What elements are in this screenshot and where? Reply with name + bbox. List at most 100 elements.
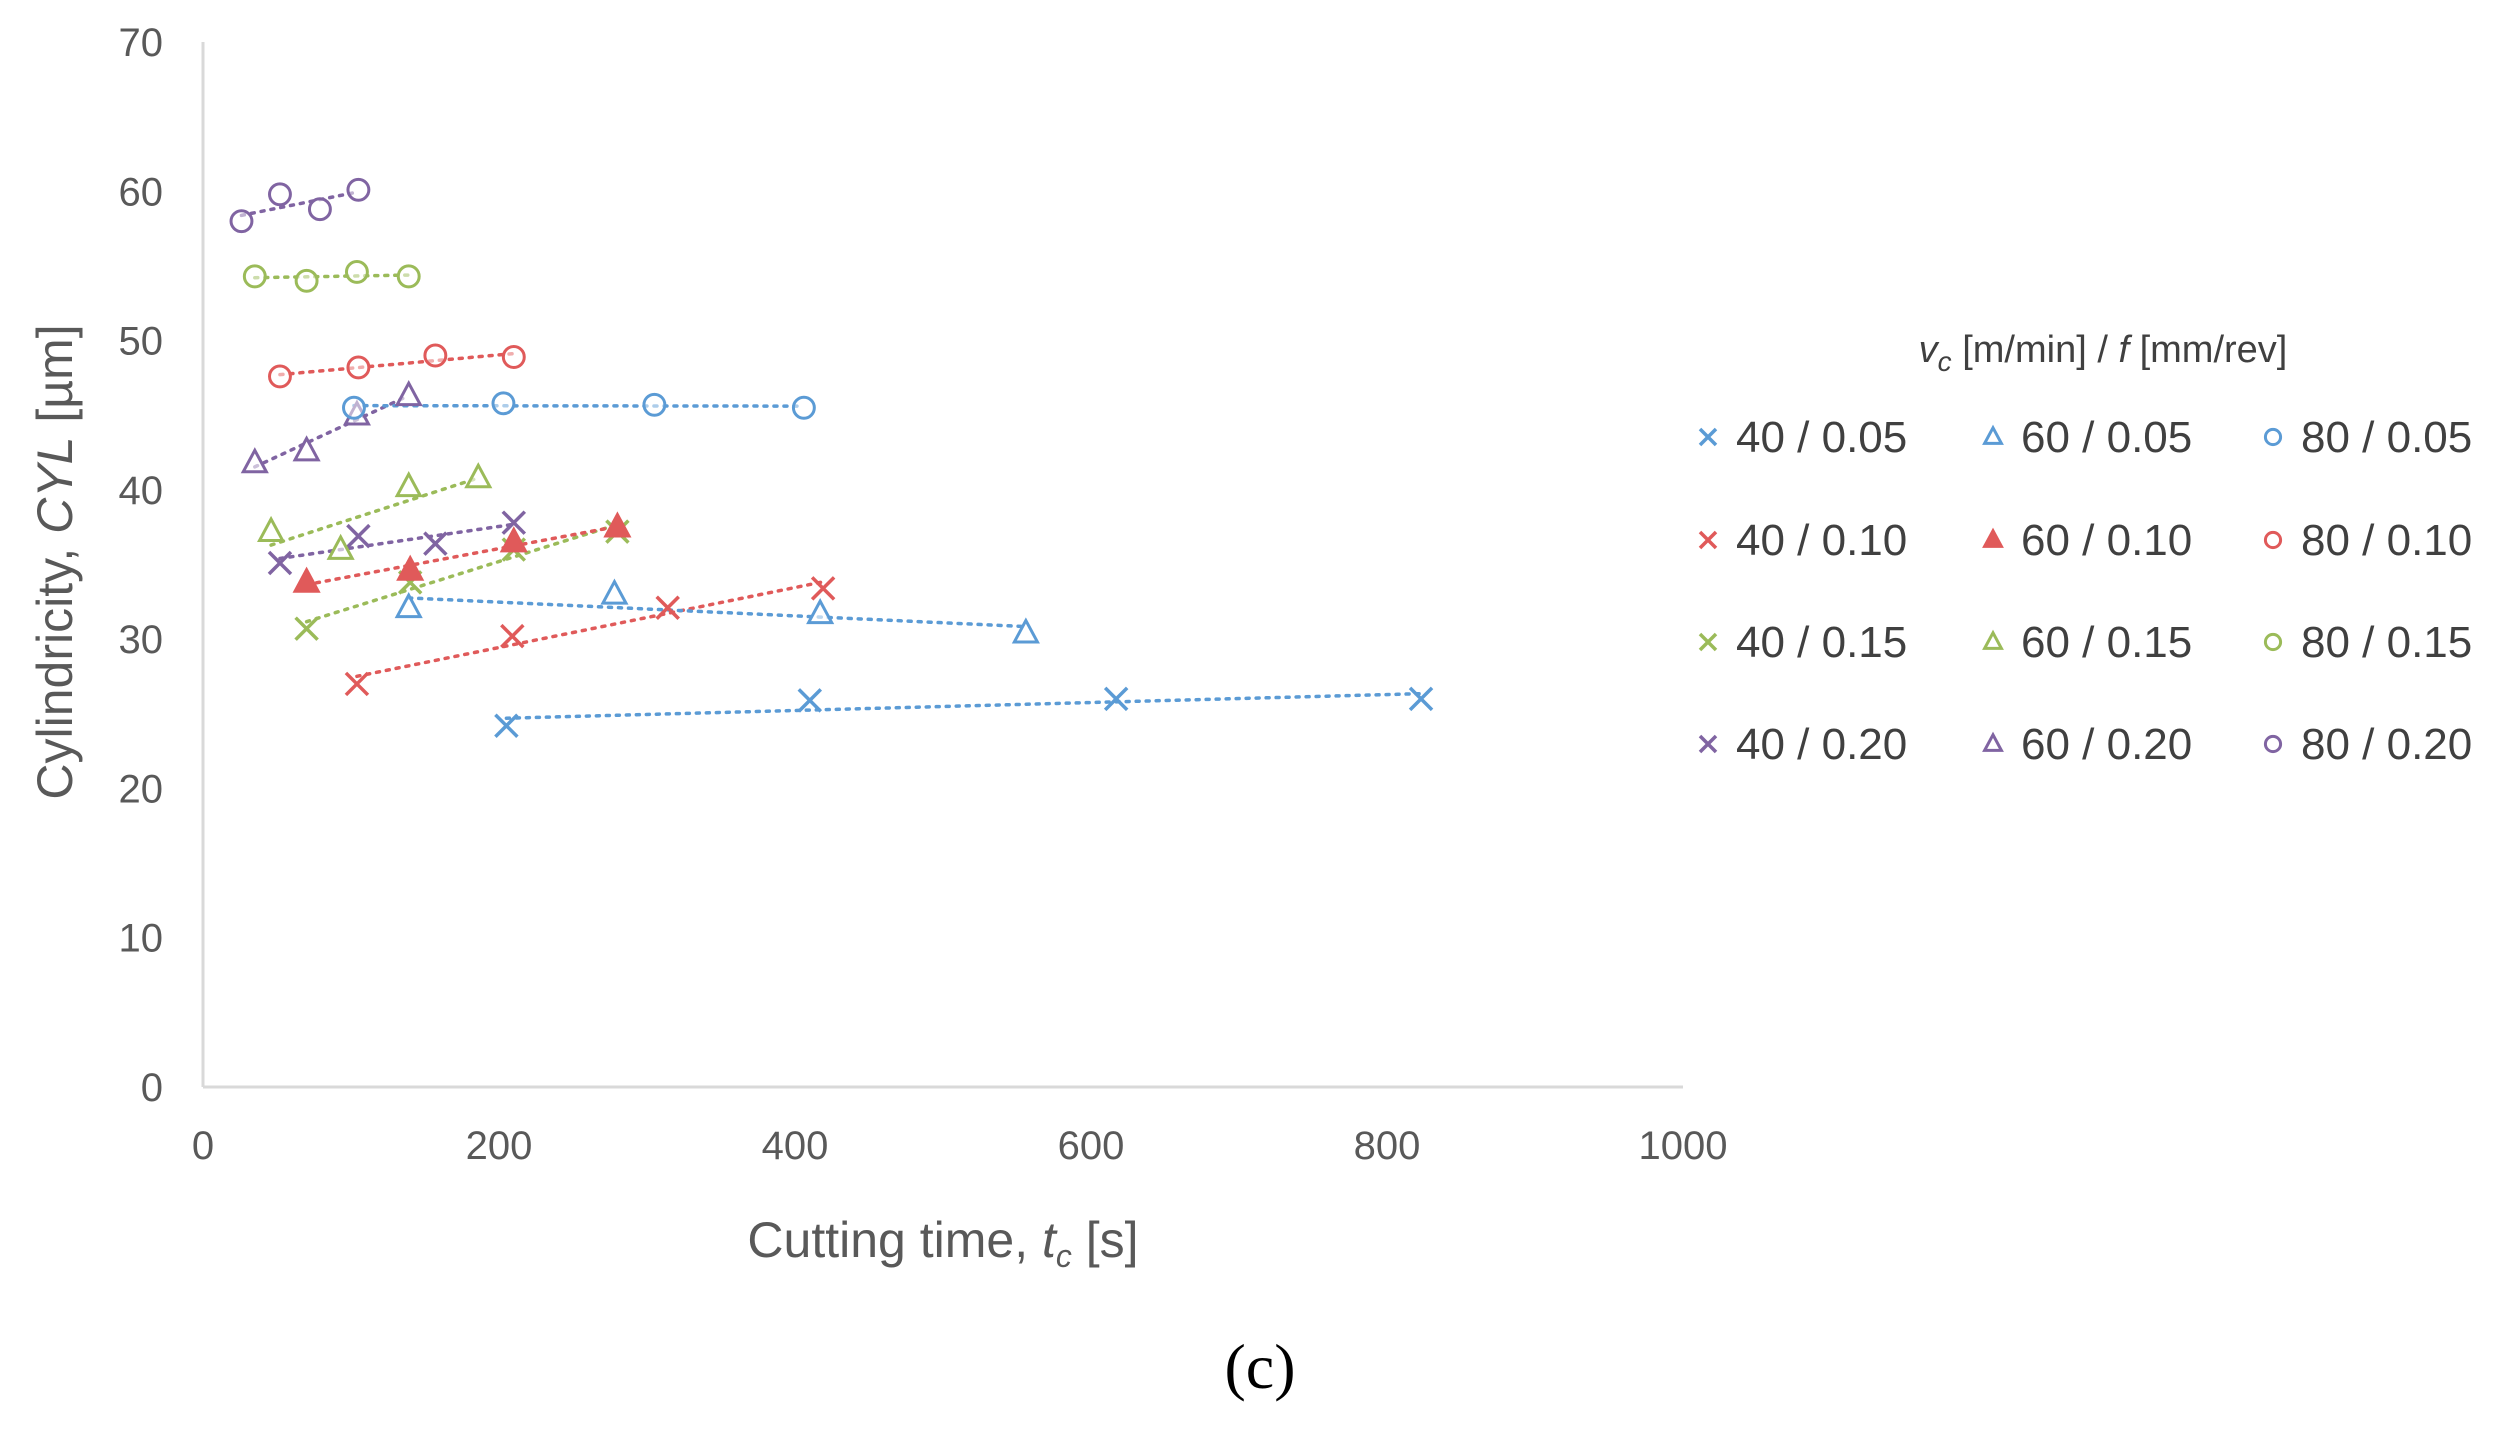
trendline-80-0-20 (239, 190, 361, 218)
axes (201, 42, 1683, 1089)
data-point (501, 510, 527, 535)
data-point (344, 671, 370, 697)
legend-item-60-0-15: 60 / 0.15 (1982, 618, 2192, 667)
x-tick-label: 1000 (1639, 1124, 1728, 1168)
data-point (491, 391, 516, 416)
y-tick-label: 30 (119, 618, 164, 662)
legend-item-60-0-20: 60 / 0.20 (1982, 720, 2192, 769)
legend-title-var2: f (2118, 329, 2132, 371)
data-point (1011, 617, 1040, 644)
data-point (326, 533, 355, 560)
x-tick-label: 200 (466, 1124, 533, 1168)
data-point (501, 345, 526, 369)
data-point (655, 595, 680, 621)
trendline-60-0-10 (304, 524, 620, 587)
legend-title-var: v (1919, 329, 1940, 371)
trendline-40-0-05 (504, 691, 1423, 720)
legend-marker (1982, 527, 2004, 548)
legend-label: 40 / 0.10 (1736, 516, 1907, 565)
data-point (464, 462, 493, 489)
legend-item-80-0-10: 80 / 0.10 (2263, 516, 2472, 565)
legend-label: 60 / 0.15 (2021, 618, 2192, 667)
trendline-60-0-15 (269, 476, 481, 547)
trendline-40-0-10 (355, 580, 825, 679)
data-point (257, 515, 286, 542)
legend-label: 80 / 0.05 (2301, 413, 2472, 462)
data-point (292, 566, 321, 593)
legend-marker (2263, 530, 2283, 550)
y-tick-label: 20 (119, 767, 164, 811)
legend-item-60-0-10: 60 / 0.10 (1982, 516, 2192, 565)
legend-marker (2263, 734, 2283, 754)
data-point (267, 550, 293, 576)
x-tick-labels: 0 200 400 600 800 1000 (192, 1124, 1728, 1168)
data-point (806, 597, 835, 625)
data-point (396, 264, 421, 289)
data-point (346, 177, 371, 202)
data-point (229, 209, 254, 234)
data-point (242, 264, 267, 289)
legend-marker (1698, 734, 1718, 754)
legend-item-40-0-20: 40 / 0.20 (1698, 720, 1907, 769)
trendline-80-0-15 (253, 273, 411, 280)
x-axis-title-var: t (1042, 1212, 1058, 1268)
legend-marker (1982, 424, 2004, 445)
data-point (810, 576, 836, 601)
data-point (292, 435, 321, 462)
data-point (423, 343, 448, 368)
legend-item-40-0-10: 40 / 0.10 (1698, 516, 1907, 565)
legend-title-sub: c (1938, 346, 1952, 377)
y-tick-label: 70 (119, 21, 164, 65)
legend-item-40-0-05: 40 / 0.05 (1698, 413, 1907, 462)
series-trendlines (239, 190, 1423, 720)
trendline-40-0-20 (278, 522, 516, 561)
legend-title-end: [mm/rev] (2129, 329, 2287, 371)
legend-item-40-0-15: 40 / 0.15 (1698, 618, 1907, 667)
legend-marker (1698, 530, 1718, 550)
data-point (394, 591, 423, 619)
x-axis-title-sub: c (1056, 1238, 1072, 1274)
x-tick-label: 800 (1354, 1124, 1421, 1168)
x-tick-label: 0 (192, 1124, 214, 1168)
legend-label: 60 / 0.05 (2021, 413, 2192, 462)
data-point (294, 616, 319, 641)
data-point (268, 364, 292, 389)
trendline-80-0-10 (278, 351, 516, 377)
data-point (423, 531, 448, 556)
legend-label: 80 / 0.15 (2301, 618, 2472, 667)
y-tick-label: 40 (119, 469, 164, 513)
y-axis-title-var: CYL (27, 437, 83, 534)
legend-label: 40 / 0.15 (1736, 618, 1907, 667)
y-tick-label: 10 (119, 917, 164, 961)
x-tick-label: 600 (1058, 1124, 1125, 1168)
legend-marker (1698, 427, 1718, 447)
legend-marker (2263, 632, 2283, 652)
data-point (240, 447, 269, 474)
data-point (642, 392, 667, 417)
legend-marker (2263, 427, 2283, 447)
y-axis-title-unit: [µm] (27, 324, 83, 436)
x-axis-title-label: Cutting time, (747, 1212, 1042, 1268)
legend-title-mid: [m/min] / (1952, 329, 2119, 371)
legend-item-80-0-05: 80 / 0.05 (2263, 413, 2472, 462)
trendline-60-0-20 (253, 393, 411, 469)
trendline-40-0-15 (304, 522, 620, 624)
data-point (268, 182, 292, 207)
data-point (344, 259, 369, 284)
data-point (394, 471, 423, 498)
series-points (229, 177, 1434, 738)
legend-item-60-0-05: 60 / 0.05 (1982, 413, 2192, 462)
x-tick-label: 400 (762, 1124, 829, 1168)
data-point (494, 713, 519, 738)
panel-label: (c) (1224, 1331, 1295, 1402)
data-point (394, 379, 423, 407)
y-axis-title-label: Cylindricity, (27, 534, 83, 800)
x-axis-title-unit: [s] (1072, 1212, 1139, 1268)
data-point (1103, 686, 1129, 712)
legend-marker (1982, 629, 2004, 650)
data-point (307, 197, 332, 222)
legend-item-80-0-20: 80 / 0.20 (2263, 720, 2472, 769)
legend-label: 60 / 0.20 (2021, 720, 2192, 769)
data-point (797, 688, 823, 713)
